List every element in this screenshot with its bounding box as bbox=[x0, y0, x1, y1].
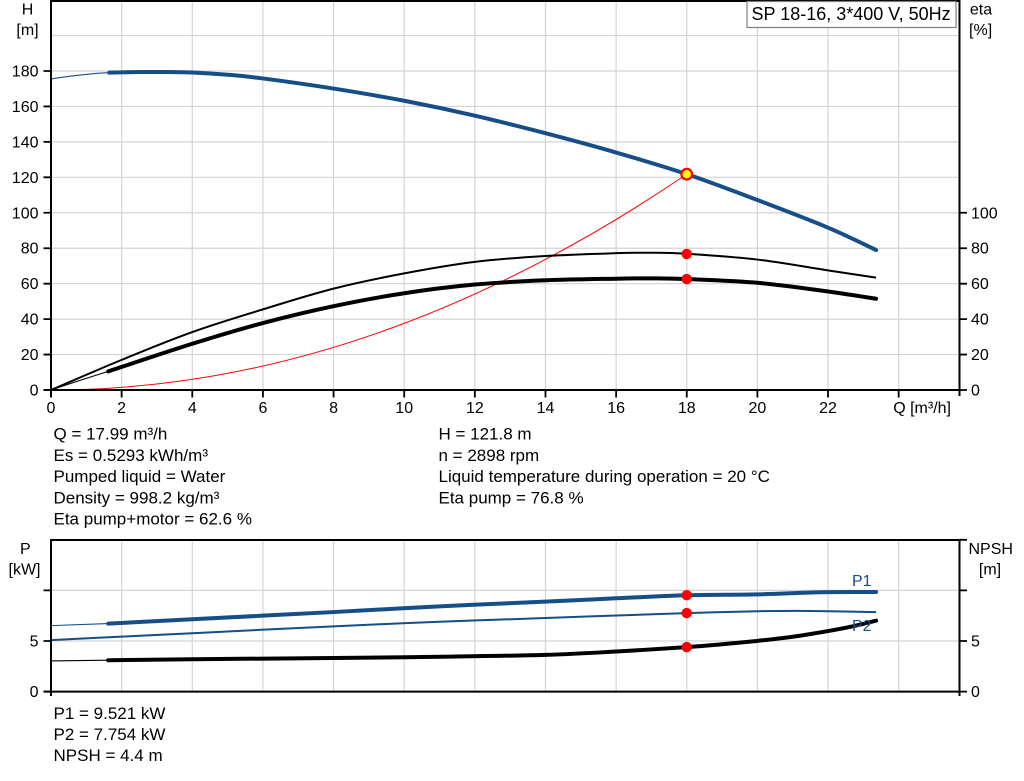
svg-text:Eta pump+motor = 62.6 %: Eta pump+motor = 62.6 % bbox=[54, 510, 252, 529]
svg-text:P1 = 9.521 kW: P1 = 9.521 kW bbox=[54, 704, 166, 723]
svg-text:n = 2898 rpm: n = 2898 rpm bbox=[439, 446, 540, 465]
svg-text:Q [m³/h]: Q [m³/h] bbox=[893, 400, 951, 417]
svg-text:Es = 0.5293 kWh/m³: Es = 0.5293 kWh/m³ bbox=[54, 446, 209, 465]
svg-text:NPSH = 4.4 m: NPSH = 4.4 m bbox=[54, 746, 163, 765]
svg-text:0: 0 bbox=[30, 383, 39, 400]
svg-text:Liquid temperature during oper: Liquid temperature during operation = 20… bbox=[439, 467, 770, 486]
svg-text:Pumped liquid = Water: Pumped liquid = Water bbox=[54, 467, 226, 486]
svg-text:14: 14 bbox=[537, 400, 555, 417]
svg-text:100: 100 bbox=[971, 205, 998, 222]
svg-text:P2: P2 bbox=[852, 618, 872, 635]
svg-text:140: 140 bbox=[12, 134, 39, 151]
svg-text:5: 5 bbox=[30, 634, 39, 651]
svg-text:16: 16 bbox=[607, 400, 625, 417]
svg-text:20: 20 bbox=[749, 400, 767, 417]
svg-text:P1: P1 bbox=[852, 573, 872, 590]
svg-text:60: 60 bbox=[971, 276, 989, 293]
svg-text:100: 100 bbox=[12, 205, 39, 222]
svg-text:20: 20 bbox=[21, 347, 39, 364]
svg-text:H: H bbox=[22, 2, 34, 19]
svg-text:20: 20 bbox=[971, 347, 989, 364]
svg-text:180: 180 bbox=[12, 64, 39, 81]
svg-text:[kW]: [kW] bbox=[9, 561, 41, 578]
svg-text:80: 80 bbox=[971, 241, 989, 258]
svg-text:0: 0 bbox=[47, 400, 56, 417]
svg-text:Q = 17.99 m³/h: Q = 17.99 m³/h bbox=[54, 425, 168, 444]
svg-text:NPSH: NPSH bbox=[968, 541, 1012, 558]
svg-text:5: 5 bbox=[971, 634, 980, 651]
svg-text:22: 22 bbox=[819, 400, 837, 417]
svg-text:[%]: [%] bbox=[969, 22, 992, 39]
svg-text:0: 0 bbox=[971, 684, 980, 701]
svg-text:8: 8 bbox=[329, 400, 338, 417]
svg-text:H = 121.8 m: H = 121.8 m bbox=[439, 425, 532, 444]
svg-text:P: P bbox=[20, 541, 31, 558]
svg-text:2: 2 bbox=[117, 400, 126, 417]
svg-text:P2 = 7.754 kW: P2 = 7.754 kW bbox=[54, 725, 166, 744]
svg-text:12: 12 bbox=[466, 400, 484, 417]
svg-text:40: 40 bbox=[971, 312, 989, 329]
svg-text:120: 120 bbox=[12, 170, 39, 187]
svg-text:SP 18-16, 3*400 V, 50Hz: SP 18-16, 3*400 V, 50Hz bbox=[752, 4, 951, 24]
svg-text:80: 80 bbox=[21, 241, 39, 258]
svg-text:Eta pump = 76.8 %: Eta pump = 76.8 % bbox=[439, 488, 584, 507]
svg-text:6: 6 bbox=[258, 400, 267, 417]
svg-text:60: 60 bbox=[21, 276, 39, 293]
svg-text:160: 160 bbox=[12, 99, 39, 116]
svg-text:18: 18 bbox=[678, 400, 696, 417]
svg-text:40: 40 bbox=[21, 312, 39, 329]
svg-text:Density = 998.2 kg/m³: Density = 998.2 kg/m³ bbox=[54, 488, 220, 507]
svg-text:0: 0 bbox=[30, 684, 39, 701]
svg-text:[m]: [m] bbox=[16, 22, 38, 39]
svg-text:[m]: [m] bbox=[979, 562, 1001, 579]
svg-text:eta: eta bbox=[970, 2, 992, 19]
svg-text:10: 10 bbox=[395, 400, 413, 417]
svg-text:4: 4 bbox=[188, 400, 197, 417]
svg-text:0: 0 bbox=[971, 383, 980, 400]
